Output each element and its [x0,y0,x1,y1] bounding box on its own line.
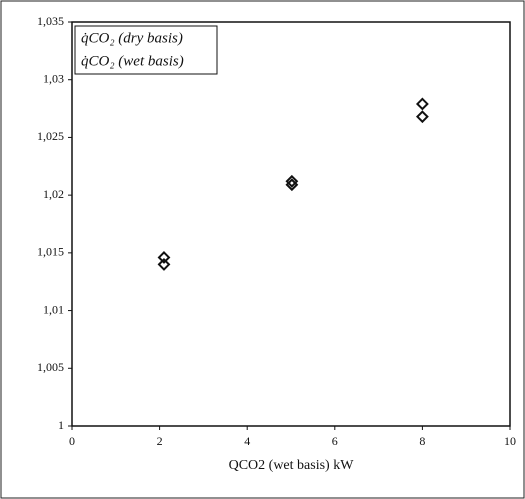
y-tick-label: 1,03 [43,71,64,85]
legend-box [74,25,218,75]
x-tick-label: 2 [157,434,163,448]
legend-label: q̇CO₂ (dry basis) [81,30,183,46]
point [415,110,429,124]
point [157,257,171,271]
x-axis-label: QCO2 (wet basis) kW [229,458,355,473]
y-tick-label: 1,035 [37,14,64,28]
y-tick-label: 1,005 [37,360,64,374]
plot-area [71,21,511,427]
y-tick-label: 1,025 [37,129,64,143]
point [415,97,429,111]
point [285,174,299,188]
y-tick-label: 1,01 [43,302,64,316]
point [285,178,299,192]
point [157,251,171,264]
x-tick-label: 8 [419,434,425,448]
x-tick-label: 10 [504,434,516,448]
y-tick-label: 1,02 [43,187,64,201]
x-tick-label: 4 [244,434,250,448]
legend-label: q̇CO₂ (wet basis) [81,53,184,69]
y-tick-label: 1 [58,418,64,432]
y-tick-label: 1,015 [37,245,64,259]
x-tick-label: 0 [69,434,75,448]
x-tick-label: 6 [332,434,338,448]
